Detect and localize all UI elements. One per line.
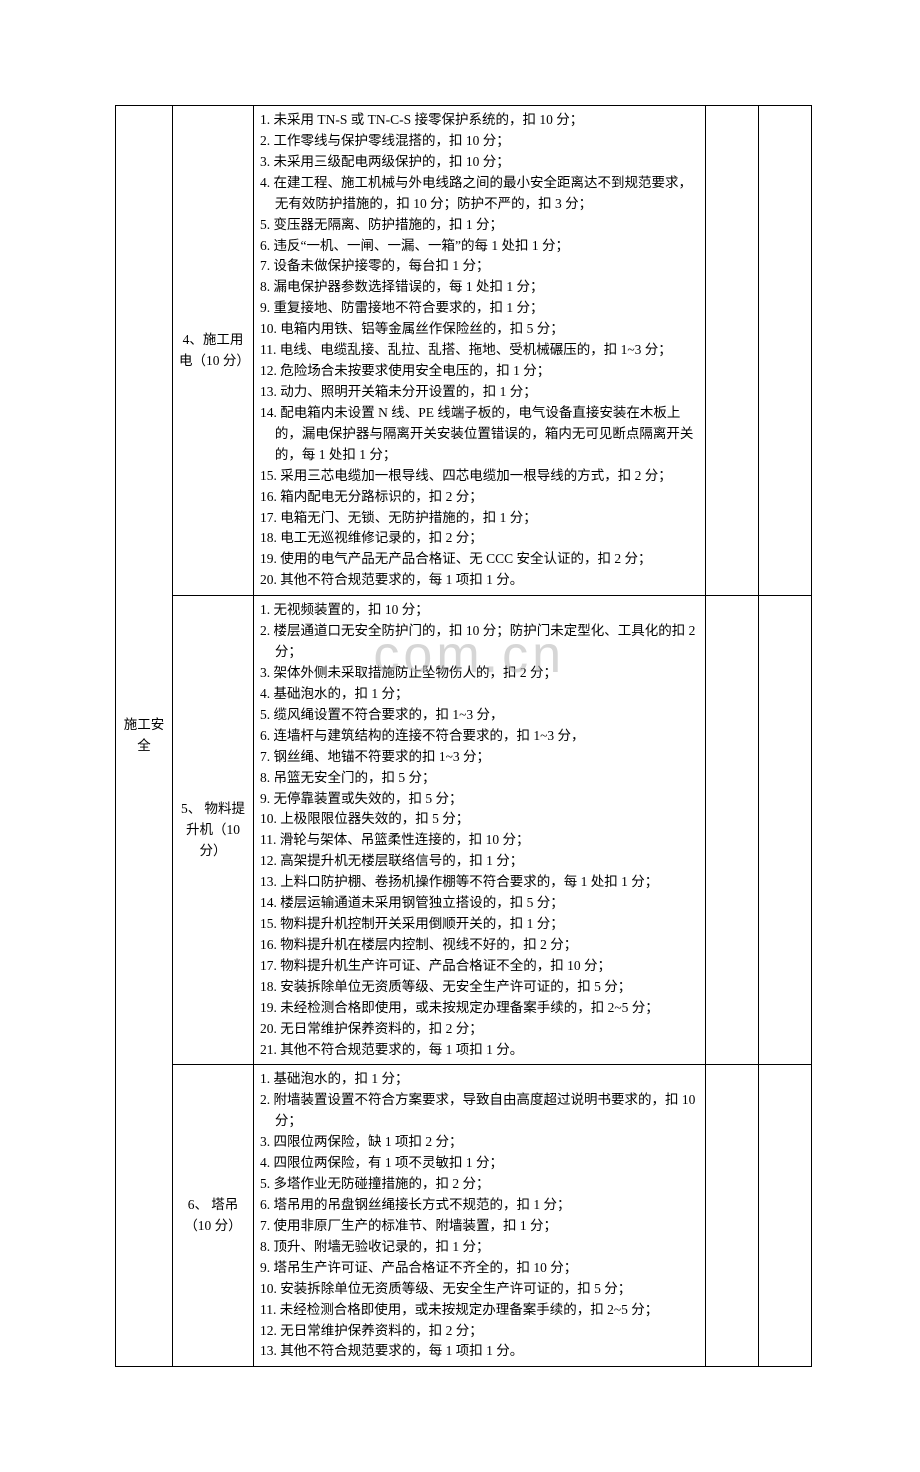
criteria-line: 8. 吊篮无安全门的，扣 5 分； (260, 768, 699, 789)
criteria-line: 10. 安装拆除单位无资质等级、无安全生产许可证的，扣 5 分； (260, 1279, 699, 1300)
criteria-line: 1. 基础泡水的，扣 1 分； (260, 1069, 699, 1090)
item-title-cell: 6、 塔吊（10 分） (173, 1065, 254, 1367)
criteria-line: 17. 电箱无门、无锁、无防护措施的，扣 1 分； (260, 508, 699, 529)
criteria-line: 12. 高架提升机无楼层联络信号的，扣 1 分； (260, 851, 699, 872)
criteria-line: 4. 在建工程、施工机械与外电线路之间的最小安全距离达不到规范要求，无有效防护措… (260, 173, 699, 215)
criteria-line: 11. 未经检测合格即使用，或未按规定办理备案手续的，扣 2~5 分； (260, 1300, 699, 1321)
criteria-line: 1. 未采用 TN-S 或 TN-C-S 接零保护系统的，扣 10 分； (260, 110, 699, 131)
criteria-line: 8. 顶升、附墙无验收记录的，扣 1 分； (260, 1237, 699, 1258)
criteria-line: 5. 多塔作业无防碰撞措施的，扣 2 分； (260, 1174, 699, 1195)
table-row: 5、 物料提升机（10 分） 1. 无视频装置的，扣 10 分；2. 楼层通道口… (116, 596, 812, 1065)
criteria-line: 19. 使用的电气产品无产品合格证、无 CCC 安全认证的，扣 2 分； (260, 549, 699, 570)
criteria-line: 13. 动力、照明开关箱未分开设置的，扣 1 分； (260, 382, 699, 403)
criteria-line: 4. 基础泡水的，扣 1 分； (260, 684, 699, 705)
criteria-line: 21. 其他不符合规范要求的，每 1 项扣 1 分。 (260, 1040, 699, 1061)
table-row: 施工安全 4、施工用电（10 分） 1. 未采用 TN-S 或 TN-C-S 接… (116, 106, 812, 596)
criteria-line: 13. 其他不符合规范要求的，每 1 项扣 1 分。 (260, 1341, 699, 1362)
category-cell: 施工安全 (116, 106, 173, 1367)
table-row: 6、 塔吊（10 分） 1. 基础泡水的，扣 1 分；2. 附墙装置设置不符合方… (116, 1065, 812, 1367)
criteria-line: 19. 未经检测合格即使用，或未按规定办理备案手续的，扣 2~5 分； (260, 998, 699, 1019)
criteria-cell-2: 1. 基础泡水的，扣 1 分；2. 附墙装置设置不符合方案要求，导致自由高度超过… (254, 1065, 706, 1367)
criteria-line: 3. 架体外侧未采取措施防止坠物伤人的，扣 2 分； (260, 663, 699, 684)
criteria-line: 20. 无日常维护保养资料的，扣 2 分； (260, 1019, 699, 1040)
criteria-line: 10. 上极限限位器失效的，扣 5 分； (260, 809, 699, 830)
score-cell (706, 1065, 759, 1367)
score-cell (759, 596, 812, 1065)
criteria-line: 9. 重复接地、防雷接地不符合要求的，扣 1 分； (260, 298, 699, 319)
criteria-line: 16. 箱内配电无分路标识的，扣 2 分； (260, 487, 699, 508)
criteria-line: 4. 四限位两保险，有 1 项不灵敏扣 1 分； (260, 1153, 699, 1174)
scoring-table: 施工安全 4、施工用电（10 分） 1. 未采用 TN-S 或 TN-C-S 接… (115, 105, 812, 1367)
score-cell (759, 106, 812, 596)
criteria-line: 7. 使用非原厂生产的标准节、附墙装置，扣 1 分； (260, 1216, 699, 1237)
criteria-line: 5. 缆风绳设置不符合要求的，扣 1~3 分， (260, 705, 699, 726)
score-cell (706, 106, 759, 596)
criteria-line: 3. 四限位两保险，缺 1 项扣 2 分； (260, 1132, 699, 1153)
document-page: .com.cn 施工安全 4、施工用电（10 分） 1. 未采用 TN-S 或 … (0, 0, 920, 1472)
item-title-cell: 5、 物料提升机（10 分） (173, 596, 254, 1065)
criteria-line: 9. 塔吊生产许可证、产品合格证不齐全的，扣 10 分； (260, 1258, 699, 1279)
criteria-line: 14. 配电箱内未设置 N 线、PE 线端子板的，电气设备直接安装在木板上的，漏… (260, 403, 699, 466)
criteria-cell-1: 1. 无视频装置的，扣 10 分；2. 楼层通道口无安全防护门的，扣 10 分；… (254, 596, 706, 1065)
criteria-line: 5. 变压器无隔离、防护措施的，扣 1 分； (260, 215, 699, 236)
criteria-line: 11. 电线、电缆乱接、乱拉、乱搭、拖地、受机械碾压的，扣 1~3 分； (260, 340, 699, 361)
criteria-line: 14. 楼层运输通道未采用钢管独立搭设的，扣 5 分； (260, 893, 699, 914)
criteria-line: 7. 设备未做保护接零的，每台扣 1 分； (260, 256, 699, 277)
criteria-line: 2. 附墙装置设置不符合方案要求，导致自由高度超过说明书要求的，扣 10 分； (260, 1090, 699, 1132)
criteria-line: 18. 安装拆除单位无资质等级、无安全生产许可证的，扣 5 分； (260, 977, 699, 998)
criteria-line: 7. 钢丝绳、地锚不符要求的扣 1~3 分； (260, 747, 699, 768)
criteria-line: 9. 无停靠装置或失效的，扣 5 分； (260, 789, 699, 810)
criteria-line: 2. 工作零线与保护零线混搭的，扣 10 分； (260, 131, 699, 152)
criteria-line: 8. 漏电保护器参数选择错误的，每 1 处扣 1 分； (260, 277, 699, 298)
criteria-line: 13. 上料口防护棚、卷扬机操作棚等不符合要求的，每 1 处扣 1 分； (260, 872, 699, 893)
criteria-line: 12. 无日常维护保养资料的，扣 2 分； (260, 1321, 699, 1342)
criteria-line: 15. 采用三芯电缆加一根导线、四芯电缆加一根导线的方式，扣 2 分； (260, 466, 699, 487)
criteria-line: 15. 物料提升机控制开关采用倒顺开关的，扣 1 分； (260, 914, 699, 935)
criteria-cell-0: 1. 未采用 TN-S 或 TN-C-S 接零保护系统的，扣 10 分；2. 工… (254, 106, 706, 596)
criteria-line: 17. 物料提升机生产许可证、产品合格证不全的，扣 10 分； (260, 956, 699, 977)
criteria-line: 11. 滑轮与架体、吊篮柔性连接的，扣 10 分； (260, 830, 699, 851)
criteria-line: 2. 楼层通道口无安全防护门的，扣 10 分；防护门未定型化、工具化的扣 2 分… (260, 621, 699, 663)
criteria-line: 3. 未采用三级配电两级保护的，扣 10 分； (260, 152, 699, 173)
score-cell (706, 596, 759, 1065)
item-title-cell: 4、施工用电（10 分） (173, 106, 254, 596)
criteria-line: 1. 无视频装置的，扣 10 分； (260, 600, 699, 621)
criteria-line: 16. 物料提升机在楼层内控制、视线不好的，扣 2 分； (260, 935, 699, 956)
criteria-line: 10. 电箱内用铁、铝等金属丝作保险丝的，扣 5 分； (260, 319, 699, 340)
criteria-line: 6. 连墙杆与建筑结构的连接不符合要求的，扣 1~3 分， (260, 726, 699, 747)
criteria-line: 6. 塔吊用的吊盘钢丝绳接长方式不规范的，扣 1 分； (260, 1195, 699, 1216)
criteria-line: 6. 违反“一机、一闸、一漏、一箱”的每 1 处扣 1 分； (260, 236, 699, 257)
score-cell (759, 1065, 812, 1367)
criteria-line: 12. 危险场合未按要求使用安全电压的，扣 1 分； (260, 361, 699, 382)
criteria-line: 18. 电工无巡视维修记录的，扣 2 分； (260, 528, 699, 549)
criteria-line: 20. 其他不符合规范要求的，每 1 项扣 1 分。 (260, 570, 699, 591)
